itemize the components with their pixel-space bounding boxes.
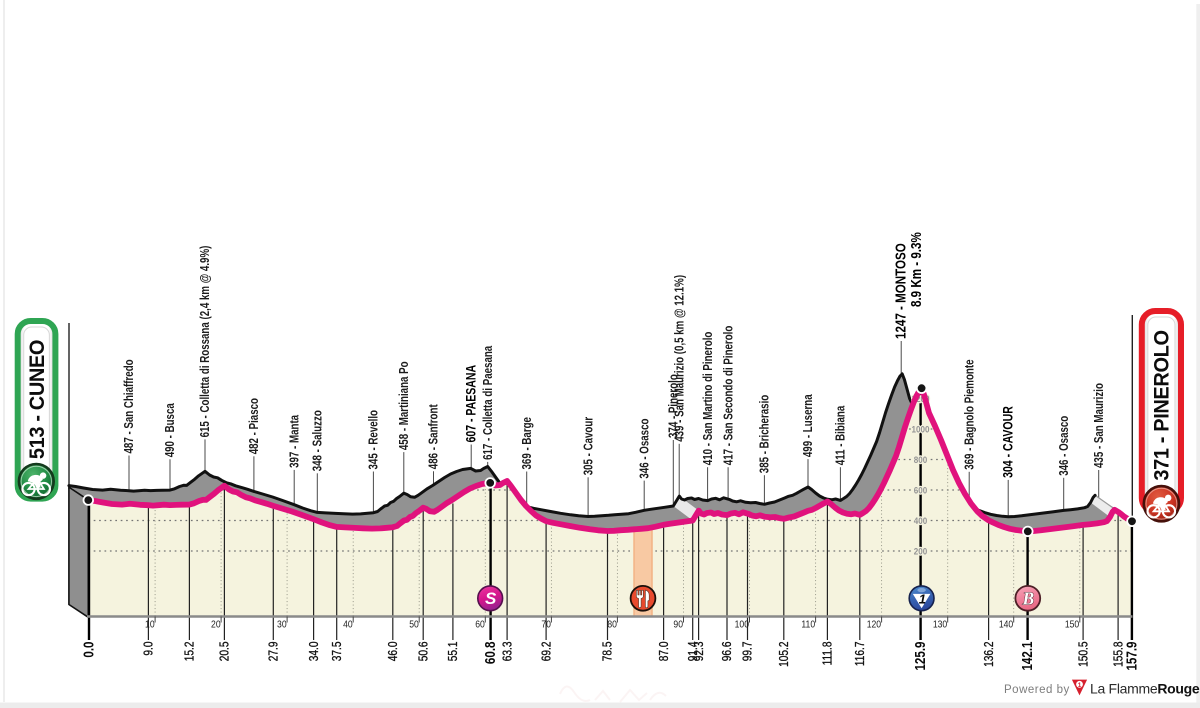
svg-text:80: 80 (607, 619, 617, 631)
svg-text:92.3: 92.3 (692, 642, 706, 662)
svg-text:304 - CAVOUR: 304 - CAVOUR (1000, 406, 1016, 478)
svg-text:346 - Osasco: 346 - Osasco (638, 418, 651, 478)
svg-text:369 - Bagnolo Piemonte: 369 - Bagnolo Piemonte (963, 359, 976, 469)
svg-text:Powered by: Powered by (1004, 684, 1070, 696)
svg-text:63.3: 63.3 (500, 642, 514, 662)
svg-text:90: 90 (673, 619, 683, 631)
svg-text:La FlammeRouge: La FlammeRouge (1090, 681, 1200, 697)
svg-text:111.8: 111.8 (820, 642, 834, 666)
svg-text:142.1: 142.1 (1019, 642, 1036, 671)
svg-text:486 - Sanfront: 486 - Sanfront (428, 404, 441, 469)
svg-text:91.4: 91.4 (686, 641, 700, 661)
svg-text:345 - Revello: 345 - Revello (368, 410, 381, 470)
svg-text:69.2: 69.2 (539, 642, 553, 662)
svg-text:490 - Busca: 490 - Busca (164, 403, 177, 458)
svg-text:346 - Osasco: 346 - Osasco (1058, 416, 1071, 476)
svg-text:50: 50 (409, 619, 419, 631)
svg-text:1: 1 (919, 592, 926, 607)
svg-text:155.8: 155.8 (1111, 642, 1125, 667)
svg-text:499 - Luserna: 499 - Luserna (802, 394, 815, 457)
svg-text:385 - Bricherasio: 385 - Bricherasio (759, 395, 772, 474)
svg-text:487 - San Chiaffredo: 487 - San Chiaffredo (123, 359, 136, 453)
svg-text:20: 20 (211, 619, 221, 631)
svg-text:369 - Barge: 369 - Barge (521, 417, 534, 469)
svg-text:37.5: 37.5 (330, 642, 344, 662)
svg-text:70: 70 (541, 619, 551, 631)
svg-text:397 - Manta: 397 - Manta (288, 414, 301, 468)
svg-text:411 - Bibiana: 411 - Bibiana (835, 405, 848, 465)
svg-text:116.7: 116.7 (853, 642, 867, 667)
svg-text:1247 - MONTOSO: 1247 - MONTOSO (892, 243, 909, 339)
svg-text:200: 200 (914, 546, 928, 557)
svg-text:130: 130 (933, 619, 947, 631)
svg-text:410 - San Martino di Pinerolo: 410 - San Martino di Pinerolo (702, 332, 715, 466)
svg-text:615 - Colletta di Rossana (2,4: 615 - Colletta di Rossana (2,4 km @ 4.9%… (199, 245, 212, 437)
svg-text:87.0: 87.0 (657, 641, 671, 661)
svg-text:348 - Saluzzo: 348 - Saluzzo (311, 410, 324, 471)
svg-text:157.9: 157.9 (1123, 642, 1140, 671)
svg-text:1: 1 (1078, 682, 1082, 689)
svg-text:125.9: 125.9 (912, 642, 929, 671)
svg-text:50.6: 50.6 (416, 642, 430, 662)
svg-text:513 - CUNEO: 513 - CUNEO (25, 340, 49, 459)
svg-text:458 - Martiniana Po: 458 - Martiniana Po (398, 361, 411, 450)
svg-text:46.0: 46.0 (386, 641, 400, 661)
svg-text:60.8: 60.8 (482, 642, 499, 665)
svg-text:34.0: 34.0 (307, 641, 321, 661)
svg-text:0.0: 0.0 (80, 642, 97, 658)
svg-text:400: 400 (914, 515, 928, 526)
svg-text:140: 140 (999, 619, 1013, 631)
svg-text:S: S (485, 589, 497, 608)
svg-text:B: B (1021, 588, 1034, 608)
svg-text:27.9: 27.9 (266, 642, 280, 662)
svg-text:40: 40 (343, 619, 353, 631)
svg-text:120: 120 (867, 619, 881, 631)
svg-text:96.6: 96.6 (720, 642, 734, 662)
svg-text:30: 30 (277, 619, 287, 631)
svg-text:20.5: 20.5 (217, 642, 231, 662)
svg-text:110: 110 (801, 619, 815, 631)
svg-text:99.7: 99.7 (741, 642, 755, 662)
svg-text:1000: 1000 (912, 424, 930, 435)
svg-text:374 - Pinerolo: 374 - Pinerolo (667, 374, 680, 438)
svg-text:105.2: 105.2 (777, 642, 791, 667)
svg-text:800: 800 (914, 454, 928, 465)
svg-text:100: 100 (735, 619, 749, 631)
svg-text:482 - Piasco: 482 - Piasco (248, 398, 261, 454)
svg-text:60: 60 (475, 619, 485, 631)
svg-text:607 - PAESANA: 607 - PAESANA (463, 365, 479, 443)
svg-text:600: 600 (914, 485, 928, 496)
svg-text:439 - San Maurizio (0,5 km @ 1: 439 - San Maurizio (0,5 km @ 12.1%) (673, 275, 686, 442)
svg-text:8.9 Km - 9.3%: 8.9 Km - 9.3% (908, 232, 925, 307)
svg-text:435 - San Maurizio: 435 - San Maurizio (1093, 383, 1106, 468)
svg-text:150: 150 (1065, 619, 1079, 631)
svg-text:617 - Colletta di Paesana: 617 - Colletta di Paesana (482, 345, 495, 460)
svg-text:305 - Cavour: 305 - Cavour (582, 416, 595, 475)
svg-text:55.1: 55.1 (446, 642, 460, 662)
svg-text:150.5: 150.5 (1076, 642, 1090, 667)
svg-text:136.2: 136.2 (982, 642, 996, 667)
svg-text:10: 10 (145, 619, 155, 631)
svg-text:9.0: 9.0 (141, 641, 155, 656)
svg-text:78.5: 78.5 (601, 642, 615, 662)
svg-text:371 - PINEROLO: 371 - PINEROLO (1150, 330, 1174, 481)
svg-text:417 - San Secondo di Pinerolo: 417 - San Secondo di Pinerolo (722, 326, 735, 466)
svg-text:15.2: 15.2 (182, 642, 196, 662)
